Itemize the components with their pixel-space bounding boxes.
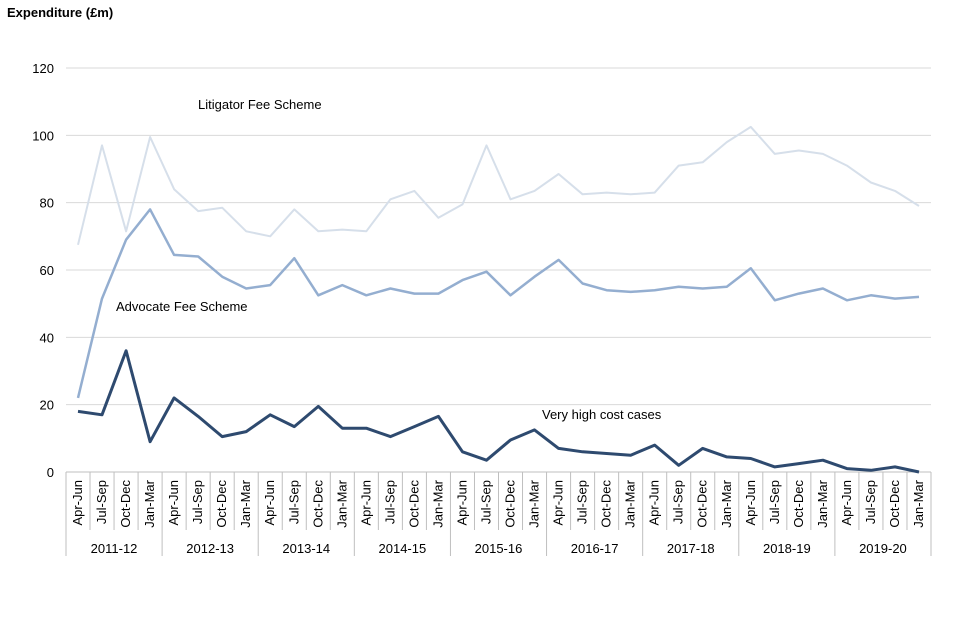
y-axis-title: Expenditure (£m): [7, 5, 114, 20]
x-tick-label: Jul-Sep: [286, 480, 301, 524]
x-tick-label: Apr-Jun: [358, 480, 373, 526]
x-tick-label: Oct-Dec: [791, 480, 806, 528]
x-tick-label: Jan-Mar: [142, 479, 157, 527]
x-tick-label: Apr-Jun: [743, 480, 758, 526]
x-tick-label: Apr-Jun: [551, 480, 566, 526]
series-label: Advocate Fee Scheme: [116, 299, 248, 314]
x-tick-label: Jan-Mar: [719, 479, 734, 527]
x-tick-label: Jan-Mar: [430, 479, 445, 527]
x-tick-label: Jul-Sep: [863, 480, 878, 524]
x-tick-label: Oct-Dec: [887, 480, 902, 528]
series-line-very-high-cost-cases: [77, 349, 920, 474]
year-label: 2011-12: [91, 541, 138, 556]
x-tick-label: Jul-Sep: [94, 480, 109, 524]
x-tick-label: Apr-Jun: [166, 480, 181, 526]
x-tick-label: Oct-Dec: [118, 480, 133, 528]
year-label: 2018-19: [763, 541, 811, 556]
x-tick-label: Jul-Sep: [671, 480, 686, 524]
year-label: 2014-15: [379, 541, 427, 556]
series-label: Very high cost cases: [542, 407, 662, 422]
x-tick-label: Apr-Jun: [70, 480, 85, 526]
year-label: 2019-20: [859, 541, 907, 556]
x-tick-label: Jul-Sep: [767, 480, 782, 524]
x-tick-label: Jul-Sep: [190, 480, 205, 524]
x-tick-label: Apr-Jun: [454, 480, 469, 526]
y-tick-label: 0: [47, 465, 54, 480]
x-tick-label: Apr-Jun: [839, 480, 854, 526]
x-tick-label: Oct-Dec: [503, 480, 518, 528]
x-tick-label: Jan-Mar: [911, 479, 926, 527]
x-tick-label: Jan-Mar: [334, 479, 349, 527]
series-label: Litigator Fee Scheme: [198, 97, 322, 112]
series-line-litigator-fee-scheme: [77, 125, 920, 246]
x-tick-label: Oct-Dec: [599, 480, 614, 528]
x-tick-label: Jan-Mar: [623, 479, 638, 527]
y-tick-label: 120: [32, 61, 54, 76]
x-tick-label: Apr-Jun: [262, 480, 277, 526]
year-label: 2013-14: [282, 541, 330, 556]
y-tick-label: 40: [40, 330, 54, 345]
y-tick-label: 80: [40, 196, 54, 211]
year-label: 2016-17: [571, 541, 619, 556]
year-label: 2017-18: [667, 541, 715, 556]
series-line-advocate-fee-scheme: [76, 208, 920, 399]
x-tick-label: Jan-Mar: [238, 479, 253, 527]
x-tick-label: Oct-Dec: [310, 480, 325, 528]
y-tick-label: 20: [40, 398, 54, 413]
x-tick-label: Apr-Jun: [647, 480, 662, 526]
x-tick-label: Jul-Sep: [382, 480, 397, 524]
x-tick-label: Oct-Dec: [214, 480, 229, 528]
x-tick-label: Jul-Sep: [478, 480, 493, 524]
year-label: 2012-13: [186, 541, 234, 556]
x-tick-label: Jan-Mar: [815, 479, 830, 527]
x-tick-label: Jan-Mar: [527, 479, 542, 527]
x-tick-label: Jul-Sep: [575, 480, 590, 524]
x-tick-label: Oct-Dec: [695, 480, 710, 528]
year-label: 2015-16: [475, 541, 523, 556]
x-tick-label: Oct-Dec: [406, 480, 421, 528]
y-tick-label: 60: [40, 263, 54, 278]
y-tick-label: 100: [32, 128, 54, 143]
